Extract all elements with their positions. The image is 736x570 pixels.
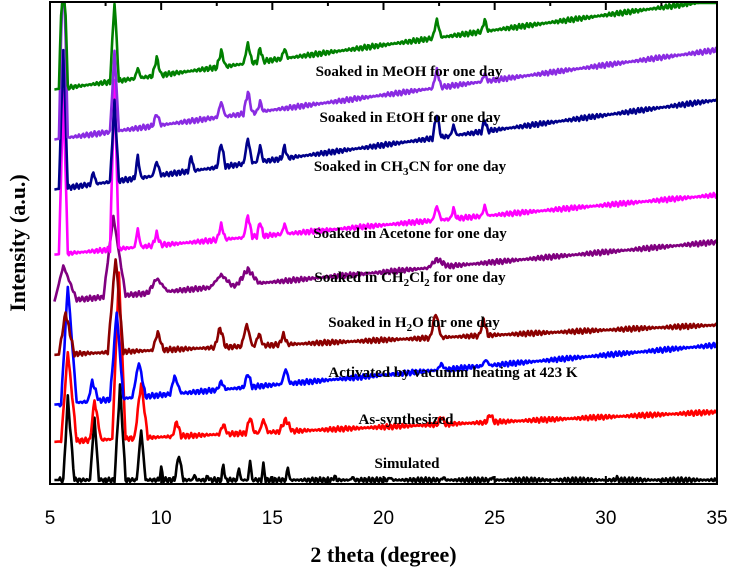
series-label-8: Soaked in EtOH for one day <box>319 110 501 126</box>
series-label-part: 2 <box>424 277 430 289</box>
series-line-3 <box>54 285 719 408</box>
series-label-part: O for one day <box>412 315 500 331</box>
series-label-part: Soaked in MeOH for one day <box>316 64 503 80</box>
series-label-9: Soaked in MeOH for one day <box>316 64 503 80</box>
series-label-1: Simulated <box>374 456 440 472</box>
x-tick-label: 20 <box>373 508 394 529</box>
series-label-part: As-synthesized <box>358 412 454 428</box>
series-label-part: Cl <box>409 270 424 286</box>
series-label-5: Soaked in CH2Cl2 for one day <box>314 270 506 289</box>
series-label-6: Soaked in Acetone for one day <box>313 226 507 242</box>
series-line-4 <box>54 258 719 358</box>
y-axis-title: Intensity (a.u.) <box>5 174 30 312</box>
series-label-layer: Simulated As-synthesized Activated by vacu… <box>313 64 578 472</box>
series-label-2: As-synthesized <box>358 412 454 428</box>
series-label-part: Soaked in H <box>328 315 407 331</box>
series-label-part: Soaked in Acetone for one day <box>313 226 507 242</box>
series-label-part: for one day <box>430 270 506 286</box>
series-line-7 <box>54 48 718 191</box>
x-tick-label: 15 <box>262 508 283 529</box>
series-label-part: Soaked in EtOH for one day <box>319 110 501 126</box>
series-label-part: Soaked in CH <box>314 159 404 175</box>
series-line-2 <box>54 271 718 445</box>
x-tick-label: 30 <box>595 508 616 529</box>
series-label-3: Activated by vacumm heating at 423 K <box>328 365 577 381</box>
series-label-part: Soaked in CH <box>314 270 404 286</box>
x-tick-label: 35 <box>706 508 727 529</box>
series-label-part: CN for one day <box>409 159 507 175</box>
series-label-part: Activated by vacumm heating at 423 K <box>328 365 577 381</box>
series-line-5 <box>53 214 719 303</box>
series-line-8 <box>54 1 719 141</box>
series-label-part: 2 <box>404 277 410 289</box>
series-label-7: Soaked in CH3CN for one day <box>314 159 507 178</box>
x-tick-label: 10 <box>151 508 172 529</box>
series-line-9 <box>54 1 718 91</box>
x-axis-title: 2 theta (degree) <box>310 542 456 567</box>
series-label-part: 3 <box>403 166 409 178</box>
series-line-6 <box>54 78 719 257</box>
series-label-part: Simulated <box>374 456 440 472</box>
x-tick-label: 5 <box>45 508 56 529</box>
series-layer <box>53 1 719 484</box>
series-label-part: 2 <box>407 322 413 334</box>
x-axis-ticks: 5 10 15 20 25 30 35 <box>45 2 728 529</box>
series-label-4: Soaked in H2O for one day <box>328 315 500 334</box>
x-tick-label: 25 <box>484 508 505 529</box>
